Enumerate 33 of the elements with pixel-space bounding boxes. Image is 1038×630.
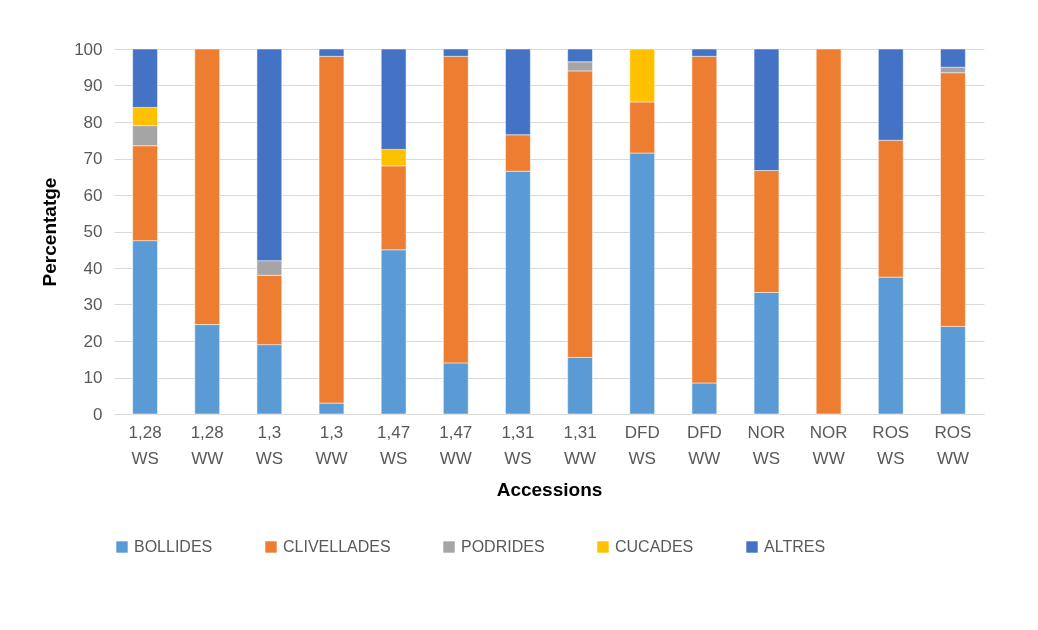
y-tick-label: 20: [83, 331, 103, 351]
x-tick-label: 1,28 WW: [190, 422, 224, 468]
x-tick-label: 1,31 WS: [501, 422, 535, 468]
y-tick-label: 30: [83, 295, 103, 314]
y-tick-label: 70: [83, 149, 103, 168]
x-tick-label: DFD WS: [624, 422, 660, 468]
x-tick-label: 1,3 WS: [255, 422, 284, 468]
y-tick-label: 40: [83, 258, 103, 278]
y-tick-label: 0: [93, 404, 103, 424]
y-tick-label: 80: [83, 112, 103, 132]
legend-label: CUCADES: [615, 538, 694, 555]
x-tick-label: 1,47 WS: [377, 422, 411, 468]
y-tick-label: 90: [83, 76, 103, 95]
y-tick-label: 100: [74, 39, 103, 59]
x-tick-label: NOR WS: [747, 422, 786, 468]
x-tick-label: 1,28 WS: [128, 422, 162, 468]
x-tick-label: NOR WW: [809, 422, 848, 468]
x-tick-label: DFD WW: [686, 422, 722, 468]
x-axis-title: Accessions: [496, 478, 603, 500]
legend-label: BOLLIDES: [134, 538, 213, 555]
legend-label: CLIVELLADES: [283, 538, 391, 555]
x-tick-label: 1,3 WW: [315, 422, 348, 468]
legend-label: ALTRES: [764, 538, 826, 555]
x-tick-label: ROS WS: [872, 422, 910, 468]
y-axis-title: Percentatge: [39, 177, 61, 287]
y-tick-label: 60: [83, 185, 103, 205]
x-tick-label: ROS WW: [934, 422, 972, 468]
y-tick-label: 50: [83, 222, 103, 241]
x-tick-label: 1,31 WW: [563, 422, 597, 468]
x-tick-label: 1,47 WW: [439, 422, 473, 468]
legend-label: PODRIDES: [461, 538, 545, 555]
y-tick-label: 10: [83, 368, 103, 387]
bar: [815, 48, 842, 415]
